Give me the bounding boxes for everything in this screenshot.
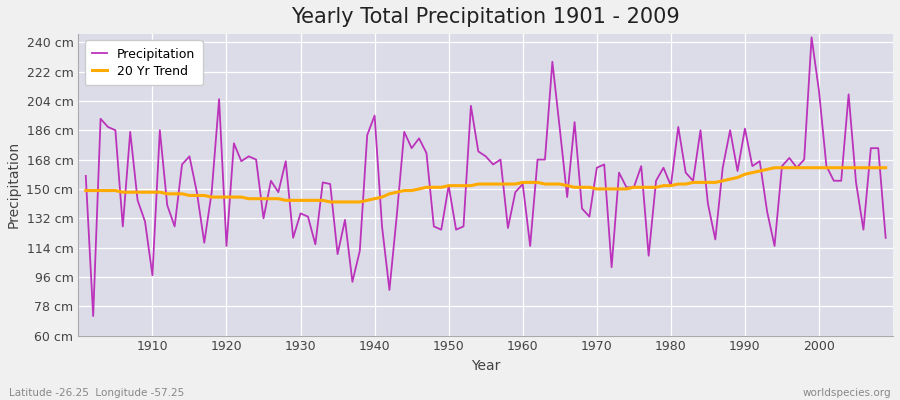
Precipitation: [88, 314, 99, 318]
Precipitation: [880, 236, 891, 240]
20 Yr Trend: [80, 188, 91, 193]
Legend: Precipitation, 20 Yr Trend: Precipitation, 20 Yr Trend: [85, 40, 202, 85]
20 Yr Trend: [355, 200, 365, 204]
Precipitation: [355, 248, 365, 253]
Title: Yearly Total Precipitation 1901 - 2009: Yearly Total Precipitation 1901 - 2009: [292, 7, 680, 27]
20 Yr Trend: [140, 190, 150, 194]
Precipitation: [518, 182, 528, 186]
X-axis label: Year: Year: [471, 359, 500, 373]
20 Yr Trend: [525, 180, 535, 185]
20 Yr Trend: [325, 200, 336, 204]
20 Yr Trend: [302, 198, 313, 203]
Precipitation: [80, 174, 91, 178]
20 Yr Trend: [880, 165, 891, 170]
20 Yr Trend: [614, 186, 625, 191]
Precipitation: [806, 35, 817, 40]
20 Yr Trend: [770, 165, 780, 170]
Precipitation: [147, 273, 158, 278]
Line: 20 Yr Trend: 20 Yr Trend: [86, 168, 886, 202]
Precipitation: [614, 170, 625, 175]
Line: Precipitation: Precipitation: [86, 37, 886, 316]
Text: worldspecies.org: worldspecies.org: [803, 388, 891, 398]
Y-axis label: Precipitation: Precipitation: [7, 141, 21, 228]
Precipitation: [310, 242, 320, 247]
Precipitation: [525, 244, 535, 248]
Text: Latitude -26.25  Longitude -57.25: Latitude -26.25 Longitude -57.25: [9, 388, 184, 398]
20 Yr Trend: [518, 180, 528, 185]
